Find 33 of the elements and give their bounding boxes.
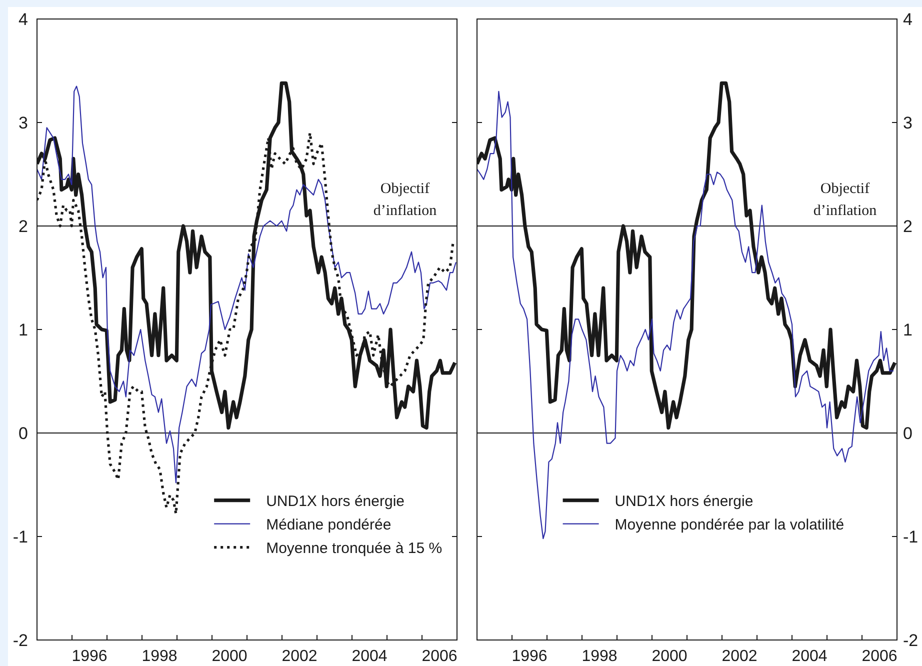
legend-label: Moyenne tronquée à 15 % xyxy=(266,540,442,557)
x-tick-label: 2004 xyxy=(792,648,828,665)
y-tick-label: 1 xyxy=(18,320,28,340)
legend-label: UND1X hors énergie xyxy=(614,492,754,510)
y2-tick-label: -1 xyxy=(903,528,918,546)
x-tick-label: 2000 xyxy=(212,648,248,665)
legend-label: Moyenne pondérée par la volatilité xyxy=(614,516,844,534)
y-tick-label: 0 xyxy=(18,424,28,443)
x-tick-label: 2006 xyxy=(862,648,898,665)
legend-label: Médiane pondérée xyxy=(266,516,392,534)
x-tick-label: 2006 xyxy=(422,648,458,665)
y2-tick-label: 3 xyxy=(903,114,912,132)
x-tick-label: 1998 xyxy=(142,648,178,665)
x-tick-label: 1996 xyxy=(72,648,108,665)
y2-tick-label: -2 xyxy=(903,631,918,650)
y-tick-label: -1 xyxy=(12,528,28,546)
y2-tick-label: 0 xyxy=(903,424,912,443)
y2-tick-label: 4 xyxy=(903,10,912,29)
x-tick-label: 1998 xyxy=(582,648,618,665)
y-tick-label: 4 xyxy=(18,10,28,29)
ref-line-label: Objectif d’inflation xyxy=(813,181,878,219)
y2-tick-label: 1 xyxy=(903,320,912,340)
x-tick-label: 2004 xyxy=(352,648,388,665)
y-tick-label: 3 xyxy=(18,114,28,132)
ref-line-label: Objectif d’inflation xyxy=(373,181,438,219)
y-tick-label: -2 xyxy=(12,631,28,650)
legend-label: UND1X hors énergie xyxy=(266,492,405,510)
x-tick-label: 2002 xyxy=(722,648,758,665)
x-tick-label: 1996 xyxy=(512,648,548,665)
x-tick-label: 2002 xyxy=(282,648,318,665)
y-tick-label: 2 xyxy=(18,217,28,236)
y2-tick-label: 2 xyxy=(903,217,912,236)
x-tick-label: 2000 xyxy=(652,648,688,665)
